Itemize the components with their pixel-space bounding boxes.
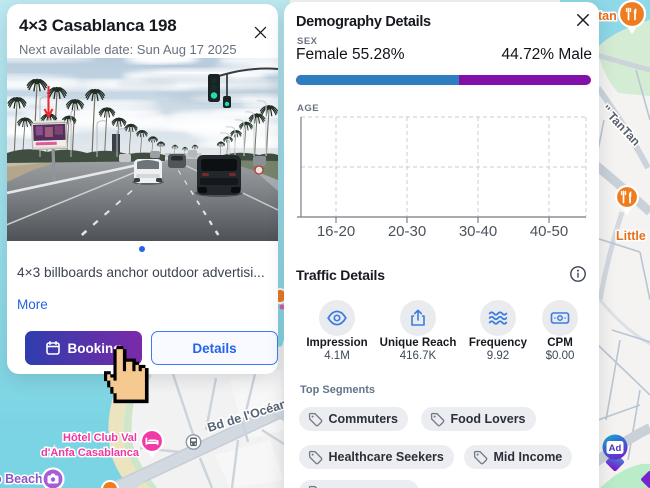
svg-text:Little: Little xyxy=(616,229,646,243)
svg-text:tan: tan xyxy=(598,9,617,23)
svg-text:30-40: 30-40 xyxy=(459,223,497,240)
svg-text:o Beach: o Beach xyxy=(0,472,43,486)
svg-text:Hôtel Club Val: Hôtel Club Val xyxy=(63,432,137,444)
svg-text:40-50: 40-50 xyxy=(530,223,568,240)
svg-text:20-30: 20-30 xyxy=(388,223,426,240)
svg-text:Ad: Ad xyxy=(609,443,622,454)
svg-text:16-20: 16-20 xyxy=(317,223,355,240)
svg-text:d'Anfa Casablanca: d'Anfa Casablanca xyxy=(41,447,140,459)
